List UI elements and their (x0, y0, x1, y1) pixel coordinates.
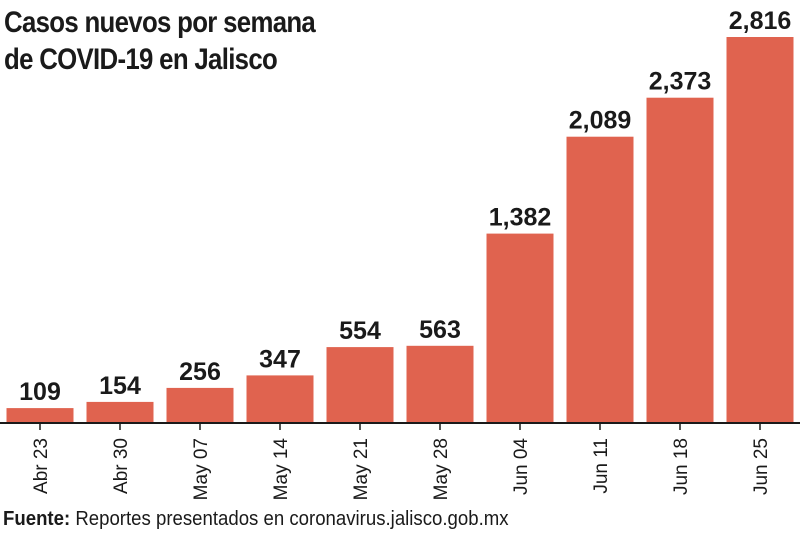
bar-value-label-2: 256 (179, 358, 221, 386)
x-ticks-group (39, 423, 761, 430)
x-tick-label-7: Jun 11 (591, 438, 612, 494)
x-tick-label-0: Abr 23 (31, 438, 52, 494)
x-tick-label-4: May 21 (351, 438, 372, 500)
bar-8 (646, 97, 714, 423)
bars-group (6, 37, 794, 423)
bar-5 (406, 345, 474, 423)
bar-value-label-1: 154 (99, 372, 141, 400)
bar-value-label-4: 554 (339, 317, 381, 345)
bar-value-label-5: 563 (419, 316, 461, 344)
x-tick-labels-group: Abr 23 Abr 30 May 07 May 14 May 21 May 28 Jun … (31, 438, 772, 501)
x-tick-label-5: May 28 (431, 438, 452, 500)
value-labels-group: 109 154 256 347 554 563 1,382 2,089 2,373 2,816 (19, 7, 791, 406)
x-tick-label-3: May 14 (271, 438, 292, 501)
source-note: Fuente: Reportes presentados en coronavi… (3, 508, 509, 531)
bar-9 (726, 37, 794, 423)
bar-3 (246, 375, 314, 423)
source-text: Reportes presentados en coronavirus.jali… (75, 508, 509, 530)
bar-1 (86, 401, 154, 423)
bar-4 (326, 347, 394, 423)
bar-chart: 109 154 256 347 554 563 1,382 2,089 2,373 2,816 A… (0, 7, 800, 501)
bar-2 (166, 387, 234, 423)
chart-title: Casos nuevos por semana de COVID-19 en J… (4, 4, 434, 78)
bar-6 (486, 233, 554, 423)
source-label: Fuente: (3, 508, 71, 530)
bar-value-label-9: 2,816 (729, 7, 792, 35)
bar-0 (6, 408, 74, 423)
chart-title-line-2: de COVID-19 en Jalisco (4, 43, 278, 76)
x-tick-label-8: Jun 18 (671, 438, 692, 495)
chart-title-line-1: Casos nuevos por semana (4, 6, 316, 39)
x-tick-label-6: Jun 04 (511, 438, 532, 495)
bar-value-label-6: 1,382 (489, 204, 552, 232)
bar-7 (566, 136, 634, 423)
x-tick-label-1: Abr 30 (111, 438, 132, 494)
bar-value-label-7: 2,089 (569, 107, 632, 135)
bar-value-label-8: 2,373 (649, 68, 712, 96)
bar-value-label-3: 347 (259, 345, 301, 373)
x-tick-label-2: May 07 (191, 438, 212, 500)
x-tick-label-9: Jun 25 (751, 438, 772, 495)
bar-value-label-0: 109 (19, 378, 61, 406)
